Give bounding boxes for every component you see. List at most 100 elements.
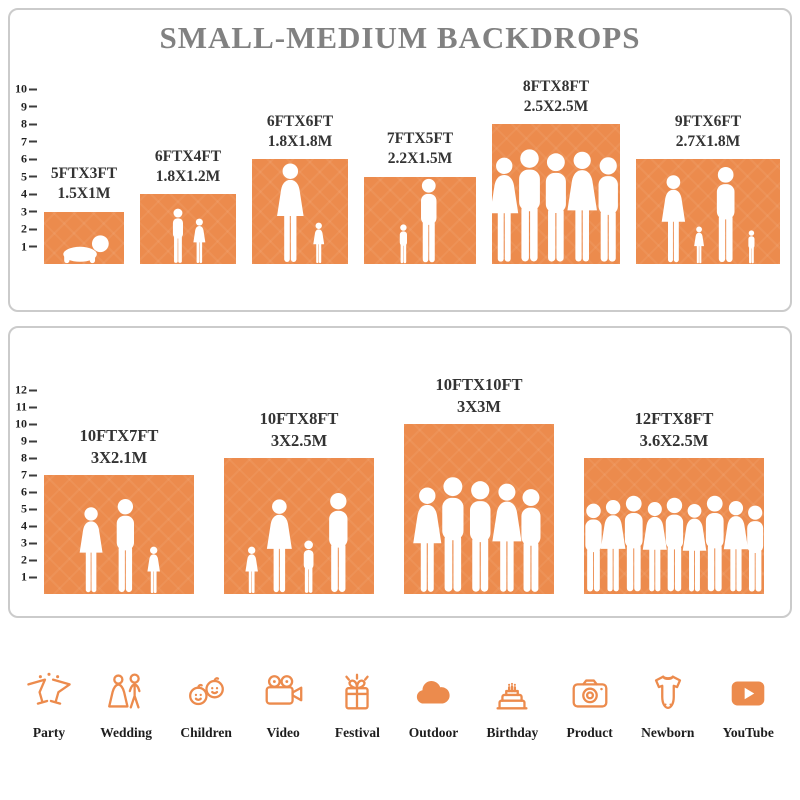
backdrop-bar-10x7: 10FTX7FT 3X2.1M <box>44 425 194 594</box>
man-silhouette <box>521 489 541 592</box>
axis-tick: 11 <box>12 400 37 415</box>
category-label: Video <box>266 725 300 740</box>
bar-size-m: 2.7X1.8M <box>675 132 741 150</box>
bar-size-ft: 10FTX7FT <box>79 426 159 446</box>
backdrop-swatch <box>252 159 348 264</box>
axis-tick: 3 <box>12 204 37 219</box>
backdrop-swatch <box>140 194 236 264</box>
bar-size-m: 2.2X1.5M <box>387 150 453 168</box>
boy-silhouette <box>173 208 184 263</box>
backdrop-swatch <box>636 159 780 264</box>
category-video: Video <box>260 670 306 741</box>
backdrop-bar-5x3: 5FTX3FT 1.5X1M <box>44 164 124 264</box>
backdrop-swatch <box>490 124 620 264</box>
category-product: Product <box>567 670 613 741</box>
birthday-icon <box>496 682 528 710</box>
backdrop-bar-10x10: 10FTX10FT 3X3M <box>404 374 554 594</box>
axis-tick: 5 <box>12 169 37 184</box>
backdrop-swatch <box>44 211 124 264</box>
backdrop-swatch <box>44 475 194 594</box>
people-silhouettes <box>404 476 554 594</box>
axis-tick: 2 <box>12 222 37 237</box>
category-birthday: Birthday <box>487 670 538 741</box>
bars-row: 10FTX7FT 3X2.1M 10FTX8FT 3X2.5 <box>44 374 764 594</box>
category-label: Wedding <box>100 725 153 740</box>
bar-size-ft: 8FTX8FT <box>522 77 590 95</box>
girl-silhouette <box>193 218 206 264</box>
category-label: Party <box>32 725 66 740</box>
bar-size-m: 3X2.5M <box>270 430 328 450</box>
bar-size-ft: 7FTX5FT <box>386 130 454 148</box>
people-silhouettes <box>252 162 348 264</box>
bar-label: 5FTX3FT 1.5X1M <box>51 164 117 204</box>
children-icon <box>189 677 225 706</box>
axis-tick: 4 <box>12 187 37 202</box>
backdrop-bar-8x8: 8FTX8FT 2.5X2.5M <box>490 77 620 264</box>
bar-label: 10FTX10FT 3X3M <box>435 374 522 417</box>
backdrop-swatch <box>404 424 554 594</box>
people-silhouettes <box>44 498 194 594</box>
man-silhouette <box>598 157 618 262</box>
backdrop-bar-7x5: 7FTX5FT 2.2X1.5M <box>364 129 476 264</box>
girl-silhouette <box>244 546 258 594</box>
bar-label: 7FTX5FT 2.2X1.5M <box>387 129 453 169</box>
girl-silhouette <box>147 546 160 594</box>
axis-tick: 1 <box>12 570 37 585</box>
bar-label: 10FTX7FT 3X2.1M <box>80 425 159 468</box>
wedding-icon <box>108 673 141 709</box>
woman-silhouette <box>661 175 686 263</box>
boy-silhouette <box>400 224 408 264</box>
bar-size-ft: 6FTX6FT <box>266 112 334 130</box>
axis-tick: 3 <box>12 536 37 551</box>
baby-silhouette <box>62 235 109 264</box>
backdrop-bar-6x4: 6FTX4FT 1.8X1.2M <box>140 147 236 264</box>
large-backdrops-panel: 1 2 3 4 5 6 7 8 9 10 11 12 10FTX7FT 3X2.1M <box>8 326 792 618</box>
axis-tick: 7 <box>12 134 37 149</box>
axis-tick: 10 <box>12 417 37 432</box>
backdrop-bar-12x8: 12FTX8FT 3.6X2.5M <box>584 408 764 594</box>
people-silhouettes <box>636 166 780 264</box>
bar-size-m: 3X2.1M <box>90 447 148 467</box>
large-chart: 1 2 3 4 5 6 7 8 9 10 11 12 10FTX7FT 3X2.1M <box>10 328 790 616</box>
category-label: Product <box>566 725 613 740</box>
bar-size-m: 1.8X1.2M <box>155 167 221 185</box>
bar-size-m: 2.5X2.5M <box>523 97 589 115</box>
people-silhouettes <box>584 494 764 594</box>
backdrop-bar-9x6: 9FTX6FT 2.7X1.8M <box>636 112 780 264</box>
bar-size-m: 1.8X1.8M <box>267 132 333 150</box>
people-silhouettes <box>140 208 236 264</box>
man-silhouette <box>746 505 763 592</box>
newborn-icon <box>654 675 681 710</box>
bar-label: 10FTX8FT 3X2.5M <box>260 408 339 451</box>
axis-tick: 9 <box>12 99 37 114</box>
backdrop-swatch <box>224 458 374 594</box>
axis-tick: 6 <box>12 485 37 500</box>
axis-tick: 7 <box>12 468 37 483</box>
bars-row: 5FTX3FT 1.5X1M 6FTX4FT 1.8X1.2M <box>44 77 780 264</box>
category-label: Children <box>180 725 232 740</box>
backdrop-swatch <box>584 458 764 594</box>
category-label: Outdoor <box>408 725 459 740</box>
category-festival: Festival <box>334 670 380 741</box>
axis-tick: 9 <box>12 434 37 449</box>
bar-label: 9FTX6FT 2.7X1.8M <box>675 112 741 152</box>
man-silhouette <box>421 178 437 263</box>
category-label: YouTube <box>722 725 774 740</box>
category-outdoor: Outdoor <box>408 670 459 741</box>
bar-label: 6FTX6FT 1.8X1.8M <box>267 112 333 152</box>
axis-tick: 2 <box>12 553 37 568</box>
small-medium-panel: SMALL-MEDIUM BACKDROPS 1 2 3 4 5 6 7 8 9 10 5FTX3… <box>8 8 792 312</box>
axis-tick: 8 <box>12 451 37 466</box>
bar-size-ft: 12FTX8FT <box>634 409 714 429</box>
page-title: SMALL-MEDIUM BACKDROPS <box>159 20 641 55</box>
y-axis: 1 2 3 4 5 6 7 8 9 10 11 12 <box>12 328 42 594</box>
party-icon <box>27 672 71 705</box>
festival-icon <box>345 673 370 710</box>
product-icon <box>572 679 608 708</box>
small-medium-chart: 1 2 3 4 5 6 7 8 9 10 5FTX3FT 1.5X1M 6FTX4 <box>10 10 790 310</box>
woman-silhouette <box>266 499 292 593</box>
bar-size-ft: 5FTX3FT <box>50 165 118 183</box>
bar-size-ft: 10FTX8FT <box>259 409 339 429</box>
youtube-icon <box>731 681 765 706</box>
bar-label: 8FTX8FT 2.5X2.5M <box>523 77 589 117</box>
